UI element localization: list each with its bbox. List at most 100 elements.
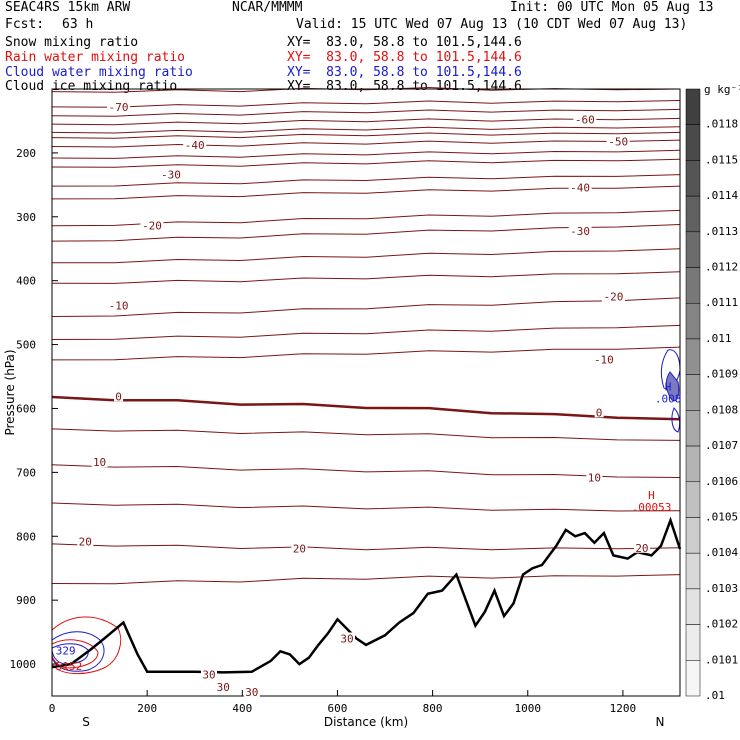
rain-water-contours bbox=[51, 616, 122, 674]
contour-label-bg bbox=[291, 542, 308, 554]
forecast-label: Fcst: bbox=[5, 17, 45, 32]
colorbar-label: .0112 bbox=[705, 261, 738, 274]
contour-label: 30 bbox=[340, 632, 353, 645]
isoline--50 bbox=[51, 131, 681, 139]
init-time: Init: 00 UTC Mon 05 Aug 13 bbox=[510, 0, 714, 15]
isoline bbox=[51, 502, 681, 512]
contour-label-bg bbox=[594, 406, 604, 418]
contour-label: -60 bbox=[575, 114, 595, 127]
contour-label-bg bbox=[338, 632, 355, 644]
colorbar-label: .0106 bbox=[705, 475, 738, 488]
contour-label-bg bbox=[140, 219, 164, 231]
contour-label-bg bbox=[91, 456, 108, 468]
x-tick-label: 800 bbox=[423, 702, 443, 715]
isoline bbox=[51, 86, 681, 93]
contour-label: -20 bbox=[142, 220, 162, 233]
edge-label: 5152 bbox=[56, 660, 83, 673]
legend-cloudwater-xy: XY= 83.0, 58.8 to 101.5,144.6 bbox=[287, 65, 522, 80]
legend-cloudice-xy: XY= 83.0, 58.8 to 101.5,144.6 bbox=[287, 79, 522, 94]
colorbar-swatch bbox=[685, 338, 701, 375]
contour-label: -40 bbox=[185, 139, 205, 152]
legend-rain-label: Rain water mixing ratio bbox=[5, 50, 186, 65]
x-tick-label: 200 bbox=[137, 702, 157, 715]
south-label: S bbox=[82, 715, 90, 729]
contour-label-bg bbox=[568, 181, 592, 193]
contour-label-bg bbox=[201, 668, 217, 680]
contour-label: 0 bbox=[596, 406, 603, 419]
isoline bbox=[51, 428, 681, 441]
isoline--30 bbox=[51, 174, 681, 187]
cloud-water-contours bbox=[51, 349, 681, 672]
model-title: SEAC4RS 15km ARW bbox=[5, 0, 131, 15]
contour-label: -10 bbox=[109, 300, 129, 313]
colorbar-unit: g kg⁻¹ bbox=[704, 83, 740, 96]
colorbar-swatch bbox=[685, 445, 701, 483]
colorbar-label: .0103 bbox=[705, 582, 738, 595]
legend-snow-xy: XY= 83.0, 58.8 to 101.5,144.6 bbox=[287, 35, 522, 50]
colorbar-label: .0109 bbox=[705, 368, 738, 381]
contour-label-bg bbox=[592, 353, 616, 365]
contour-label-bg bbox=[601, 290, 625, 302]
contour-label-bg bbox=[77, 535, 94, 547]
y-tick-label: 500 bbox=[16, 339, 36, 352]
isoline bbox=[51, 158, 681, 168]
colorbar-swatch bbox=[685, 588, 701, 625]
x-axis-label: Distance (km) bbox=[324, 715, 408, 729]
colorbar-label: .0113 bbox=[705, 225, 738, 238]
colorbar-swatch bbox=[685, 481, 701, 518]
contour-label: 30 bbox=[245, 686, 258, 699]
colorbar-swatch bbox=[685, 660, 701, 697]
terrain-line bbox=[51, 516, 682, 674]
contour-label-bg bbox=[606, 135, 630, 147]
colorbar-label: .0102 bbox=[705, 618, 738, 631]
y-tick-label: 600 bbox=[16, 402, 36, 415]
y-tick-label: 700 bbox=[16, 466, 36, 479]
y-tick-label: 400 bbox=[16, 275, 36, 288]
isoline bbox=[51, 126, 681, 134]
extremum-value: .008 bbox=[655, 393, 682, 406]
isoline--10 bbox=[51, 297, 681, 317]
chart-axes: 0 200 400 600 800 1000 12002003004005006007008… bbox=[3, 88, 681, 729]
isoline-10 bbox=[51, 464, 681, 478]
contour-label: 10 bbox=[588, 471, 601, 484]
y-tick-label: 800 bbox=[16, 530, 36, 543]
x-tick-label: 600 bbox=[328, 702, 348, 715]
contour-label-bg bbox=[107, 100, 131, 112]
colorbar-swatch bbox=[685, 231, 701, 268]
contour-label: -30 bbox=[161, 169, 181, 182]
contour-label-bg bbox=[243, 686, 260, 698]
x-tick-label: 400 bbox=[232, 702, 252, 715]
contour-label: 30 bbox=[217, 681, 230, 694]
x-tick-label: 1200 bbox=[610, 702, 637, 715]
isoline--40 bbox=[51, 149, 681, 159]
colorbar-swatch bbox=[685, 410, 701, 447]
colorbar-label: .0105 bbox=[705, 510, 738, 523]
contour-label: -30 bbox=[570, 225, 590, 238]
contour-label-bg bbox=[633, 541, 650, 553]
contour-label: -10 bbox=[594, 353, 614, 366]
colorbar-swatch bbox=[685, 374, 701, 411]
contour-label-bg bbox=[114, 390, 124, 402]
contour-label: -70 bbox=[109, 101, 129, 114]
legend-snow-label: Snow mixing ratio bbox=[5, 35, 139, 50]
colorbar-swatch bbox=[685, 160, 701, 197]
colorbar-swatch bbox=[685, 88, 701, 125]
center-title: NCAR/MMMM bbox=[232, 0, 303, 15]
contour-label-bg bbox=[183, 139, 207, 151]
north-label: N bbox=[656, 715, 665, 729]
colorbar-label: .01 bbox=[705, 689, 725, 702]
colorbar-swatch bbox=[685, 267, 701, 304]
contour-label-bg bbox=[159, 168, 183, 180]
valid-time: Valid: 15 UTC Wed 07 Aug 13 (10 CDT Wed … bbox=[296, 17, 688, 32]
colorbar-swatch bbox=[685, 624, 701, 661]
contour-label: 30 bbox=[202, 668, 215, 681]
y-axis-label: Pressure (hPa) bbox=[3, 349, 17, 435]
contour-label: 20 bbox=[635, 542, 648, 555]
colorbar-label: .0118 bbox=[705, 118, 738, 131]
extremum-h: H bbox=[665, 381, 672, 394]
colorbar-label: .0115 bbox=[705, 153, 738, 166]
isoline bbox=[51, 324, 681, 340]
contour-label: 20 bbox=[293, 542, 306, 555]
y-tick-label: 300 bbox=[16, 211, 36, 224]
